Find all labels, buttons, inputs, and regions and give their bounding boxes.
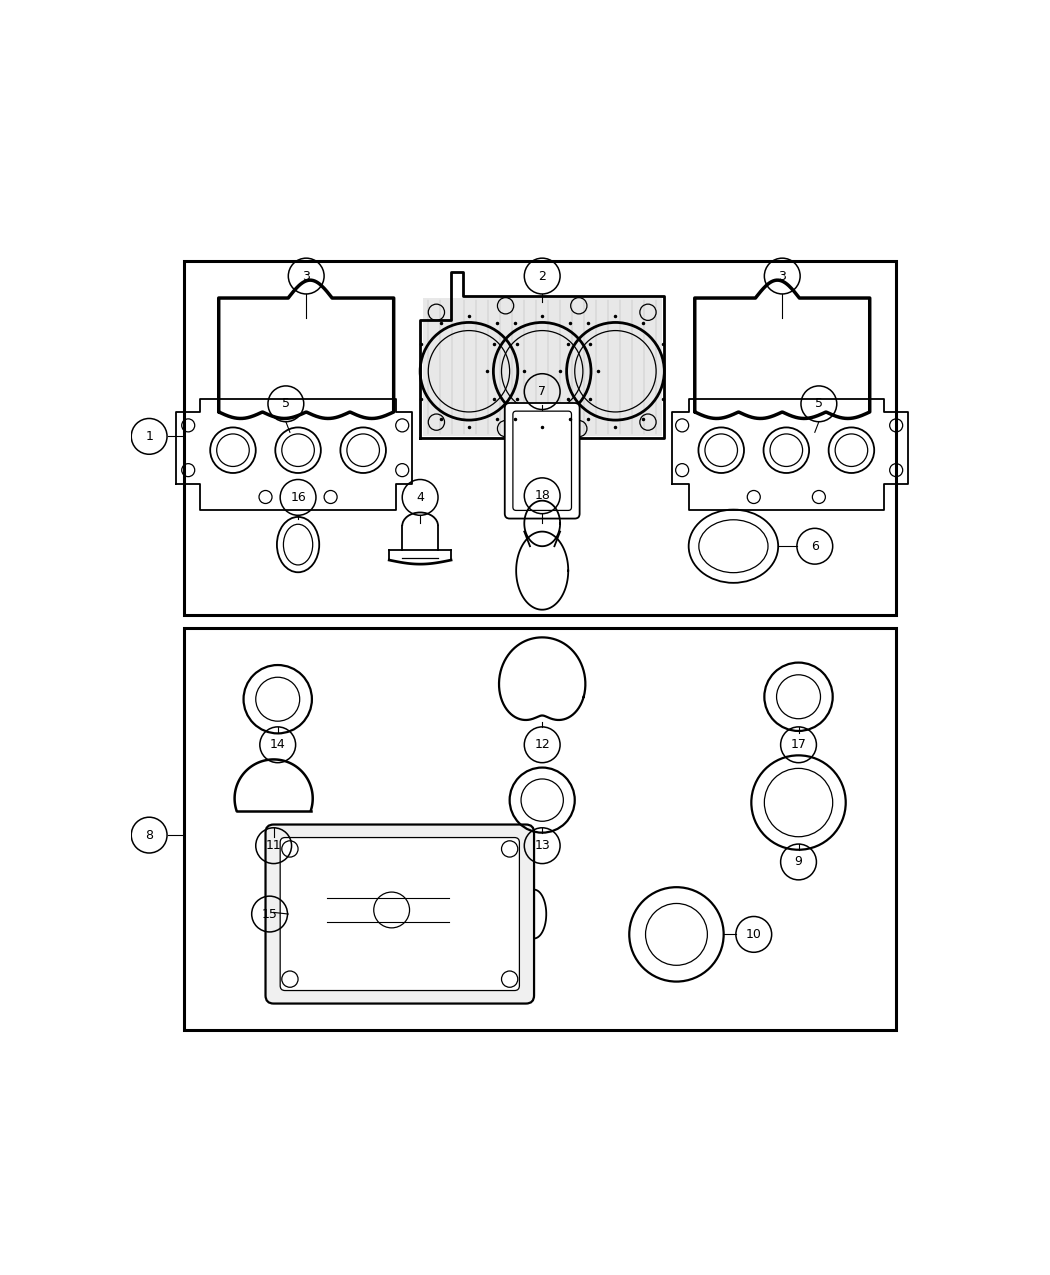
Text: 8: 8 bbox=[145, 829, 153, 842]
FancyBboxPatch shape bbox=[512, 411, 571, 510]
FancyBboxPatch shape bbox=[505, 403, 580, 519]
Text: 3: 3 bbox=[302, 269, 310, 283]
Text: 2: 2 bbox=[539, 269, 546, 283]
Bar bbox=[184, 261, 896, 616]
Text: 17: 17 bbox=[791, 738, 806, 751]
FancyBboxPatch shape bbox=[266, 825, 534, 1003]
Text: 11: 11 bbox=[266, 839, 281, 852]
Text: 5: 5 bbox=[281, 398, 290, 411]
Text: 10: 10 bbox=[746, 928, 761, 941]
Bar bbox=[184, 627, 896, 1030]
Text: 14: 14 bbox=[270, 738, 286, 751]
Text: 13: 13 bbox=[534, 839, 550, 852]
Text: 9: 9 bbox=[795, 856, 802, 868]
Text: 5: 5 bbox=[815, 398, 823, 411]
Text: 6: 6 bbox=[811, 539, 819, 553]
Text: 18: 18 bbox=[534, 490, 550, 502]
Text: 3: 3 bbox=[778, 269, 786, 283]
Text: 4: 4 bbox=[416, 491, 424, 504]
FancyBboxPatch shape bbox=[280, 838, 520, 991]
Text: 7: 7 bbox=[539, 385, 546, 398]
Text: 16: 16 bbox=[290, 491, 306, 504]
Bar bbox=[422, 298, 662, 436]
Text: 12: 12 bbox=[534, 738, 550, 751]
Text: 15: 15 bbox=[261, 908, 277, 921]
Text: 1: 1 bbox=[145, 430, 153, 442]
